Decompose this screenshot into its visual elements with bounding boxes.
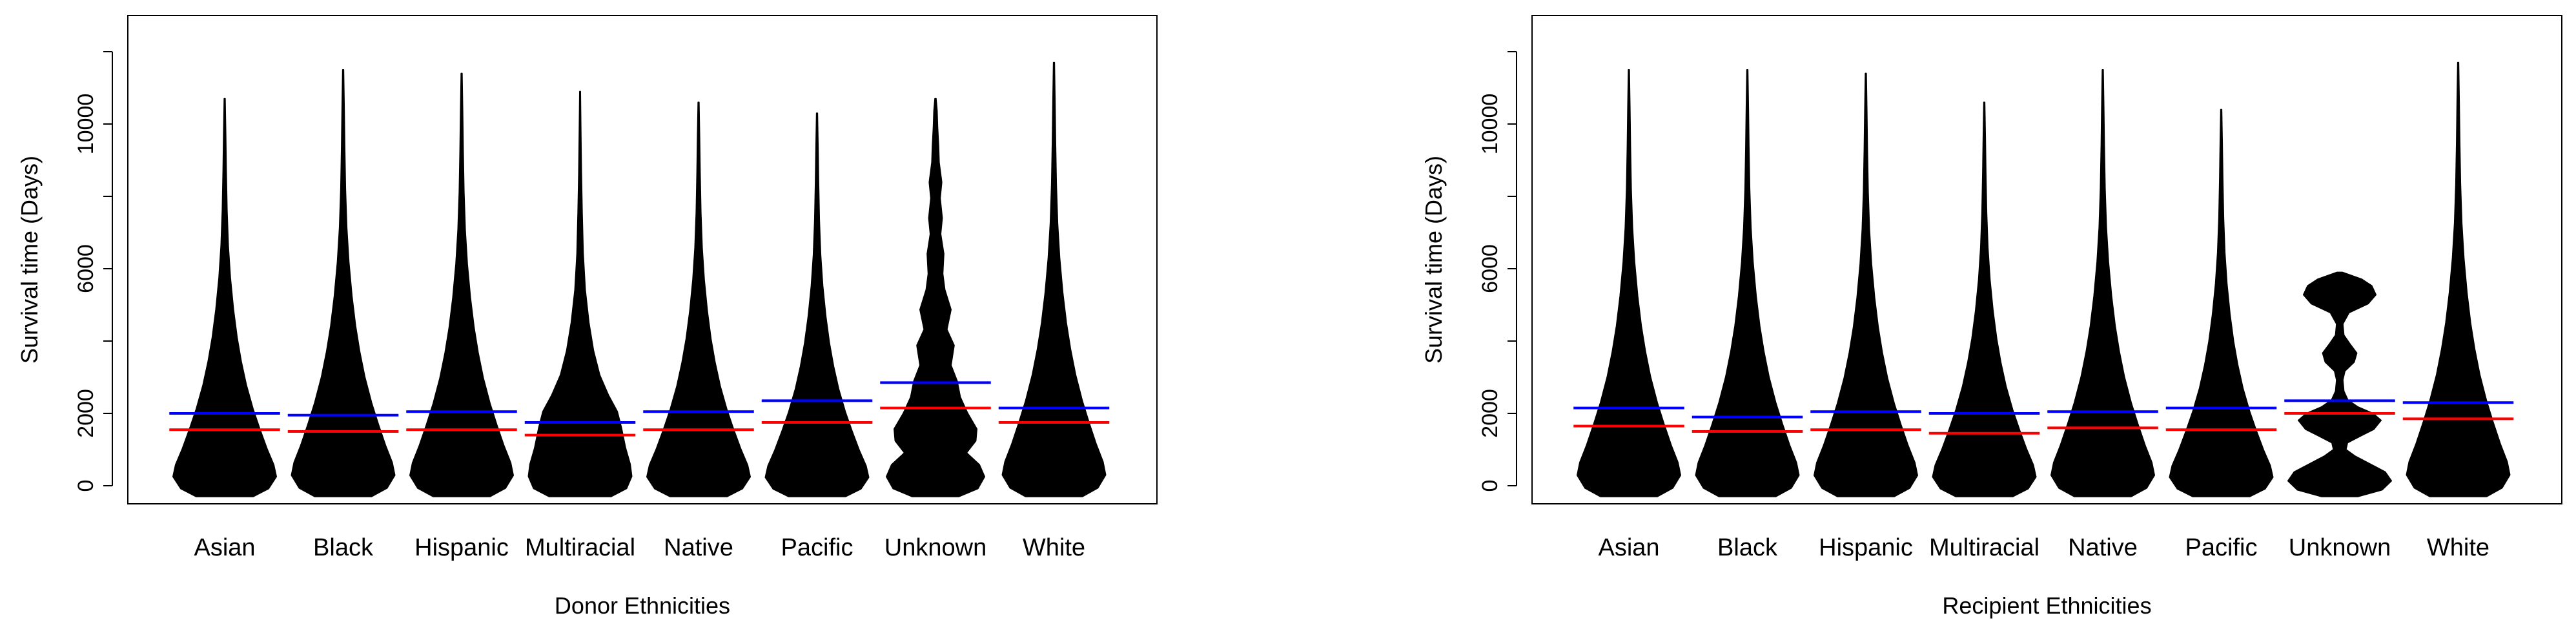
- x-axis-label: Recipient Ethnicities: [1942, 592, 2151, 619]
- y-tick-label: 0: [1478, 480, 1502, 492]
- y-tick-label: 0: [74, 480, 98, 492]
- x-tick-label: Native: [2068, 534, 2138, 561]
- x-tick-label: Black: [1717, 534, 1778, 561]
- x-tick-label: Hispanic: [1819, 534, 1913, 561]
- x-tick-label: Pacific: [2185, 534, 2258, 561]
- y-axis-label: Survival time (Days): [16, 156, 43, 364]
- plot-frame: [127, 15, 1158, 504]
- x-tick-label: Pacific: [781, 534, 854, 561]
- y-tick-label: 6000: [1478, 244, 1502, 293]
- x-tick-label: White: [2427, 534, 2489, 561]
- y-tick-label: 2000: [74, 389, 98, 438]
- y-tick-label: 10000: [74, 94, 98, 155]
- x-tick-label: Native: [664, 534, 733, 561]
- x-tick-label: Multiracial: [525, 534, 635, 561]
- x-tick-label: Asian: [194, 534, 255, 561]
- x-tick-label: Unknown: [884, 534, 986, 561]
- y-tick-label: 2000: [1478, 389, 1502, 438]
- x-tick-label: White: [1023, 534, 1085, 561]
- x-tick-label: Unknown: [2289, 534, 2391, 561]
- x-tick-label: Asian: [1598, 534, 1659, 561]
- y-tick-label: 6000: [74, 244, 98, 293]
- chart-panel-donor: 0 2000 6000 10000 Survival time (Days) Donor …: [16, 15, 1158, 619]
- chart-panel-recipient: 0 2000 6000 10000 Survival time (Days) Recipi…: [1420, 15, 2562, 619]
- x-tick-label: Black: [313, 534, 374, 561]
- x-tick-label: Multiracial: [1929, 534, 2039, 561]
- y-axis-label: Survival time (Days): [1420, 156, 1447, 364]
- plot-frame: [1531, 15, 2562, 504]
- x-tick-label: Hispanic: [414, 534, 509, 561]
- x-axis-label: Donor Ethnicities: [555, 592, 730, 619]
- y-tick-label: 10000: [1478, 94, 1502, 155]
